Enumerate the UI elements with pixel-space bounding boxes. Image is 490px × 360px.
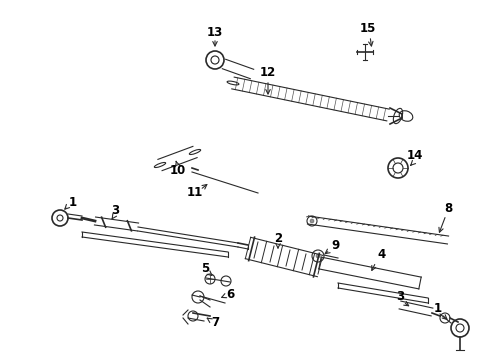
Circle shape bbox=[310, 219, 314, 223]
Text: 4: 4 bbox=[378, 248, 386, 261]
Circle shape bbox=[316, 254, 320, 258]
Text: 8: 8 bbox=[444, 202, 452, 215]
Text: 2: 2 bbox=[274, 231, 282, 244]
Text: 3: 3 bbox=[396, 289, 404, 302]
Text: 5: 5 bbox=[201, 261, 209, 274]
Text: 7: 7 bbox=[211, 315, 219, 328]
Text: 6: 6 bbox=[226, 288, 234, 302]
Text: 14: 14 bbox=[407, 149, 423, 162]
Text: 12: 12 bbox=[260, 66, 276, 78]
Text: 10: 10 bbox=[170, 163, 186, 176]
Text: 9: 9 bbox=[331, 239, 339, 252]
Text: 15: 15 bbox=[360, 22, 376, 35]
Text: 11: 11 bbox=[187, 185, 203, 198]
Text: 13: 13 bbox=[207, 26, 223, 39]
Text: 1: 1 bbox=[434, 302, 442, 315]
Text: 1: 1 bbox=[69, 195, 77, 208]
Text: 3: 3 bbox=[111, 203, 119, 216]
